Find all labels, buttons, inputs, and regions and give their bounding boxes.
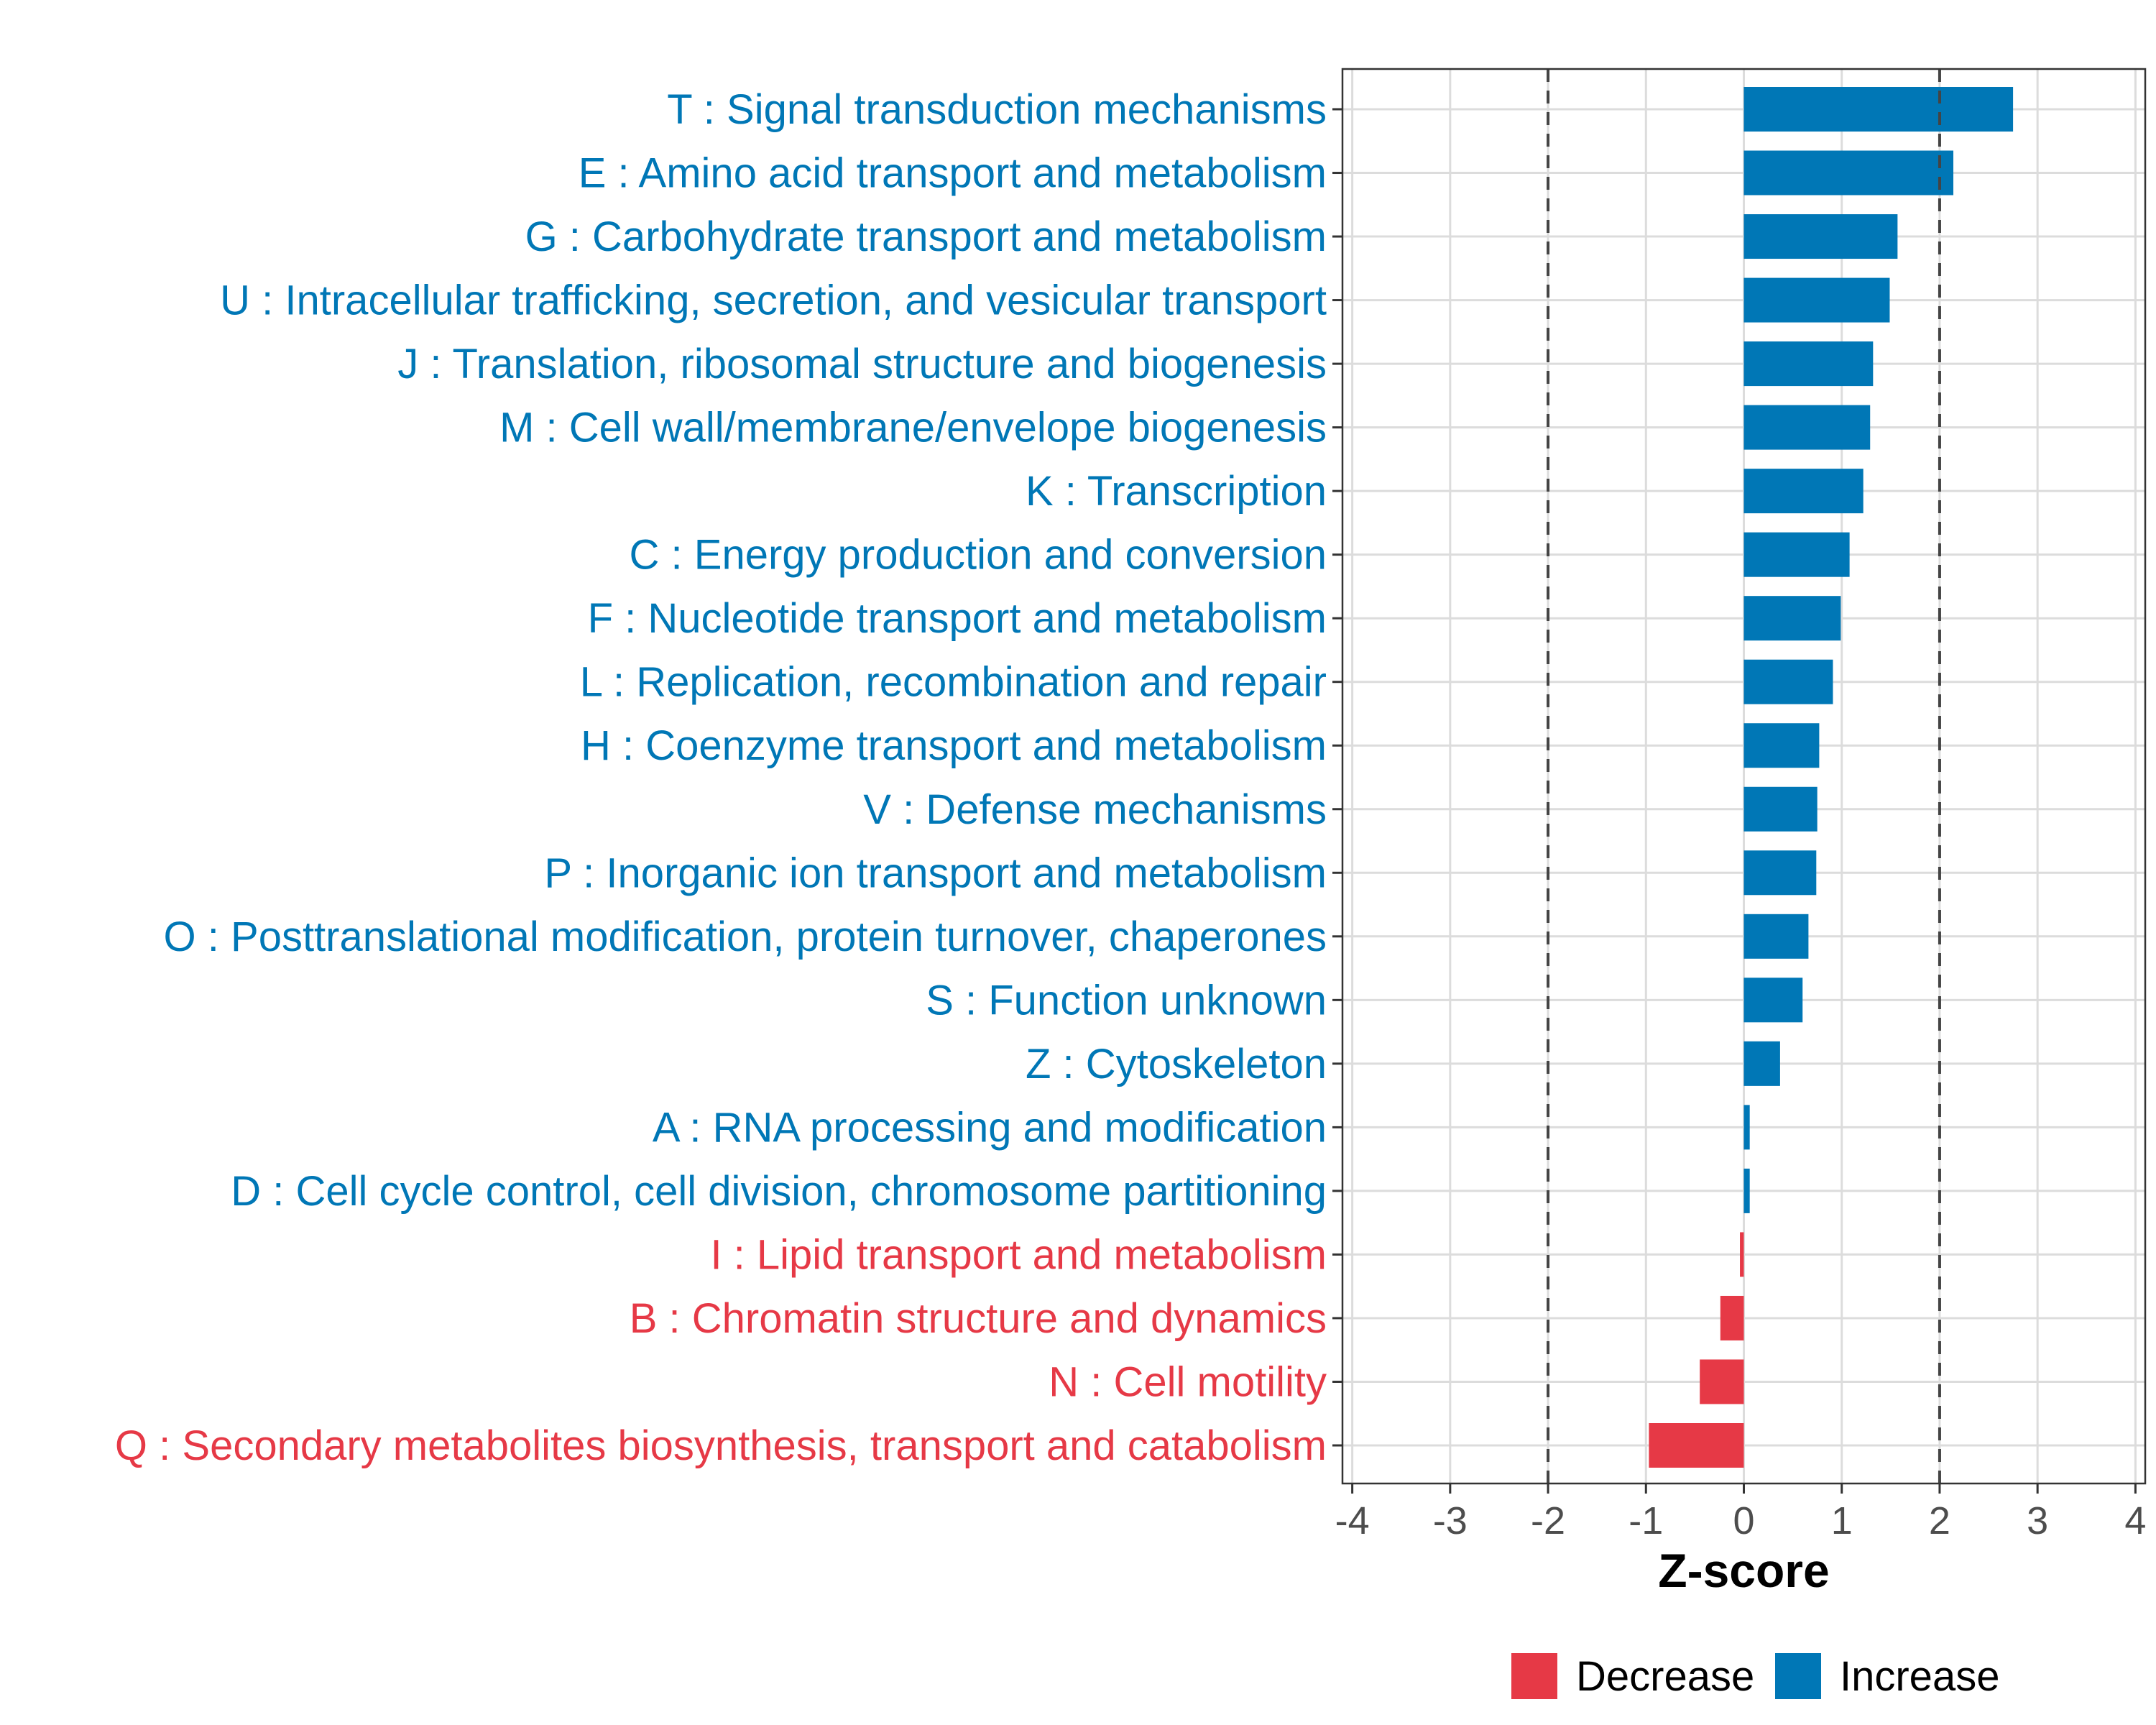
category-label: Q : Secondary metabolites biosynthesis, …	[115, 1422, 1327, 1469]
bar	[1743, 405, 1871, 450]
x-tick-label: 1	[1831, 1499, 1853, 1542]
category-label: I : Lipid transport and metabolism	[710, 1231, 1327, 1278]
category-label: J : Translation, ribosomal structure and…	[397, 341, 1327, 387]
category-label: D : Cell cycle control, cell division, c…	[231, 1168, 1327, 1215]
legend-label: Increase	[1840, 1653, 1999, 1700]
category-label: S : Function unknown	[926, 977, 1327, 1024]
x-tick-label: -1	[1628, 1499, 1663, 1542]
bar	[1743, 1168, 1750, 1213]
category-label: C : Energy production and conversion	[630, 532, 1327, 579]
bar-layer	[1649, 87, 2014, 1468]
category-label: B : Chromatin structure and dynamics	[630, 1295, 1327, 1342]
category-label: A : RNA processing and modification	[653, 1104, 1327, 1151]
category-label: F : Nucleotide transport and metabolism	[588, 595, 1327, 642]
legend-label: Decrease	[1576, 1653, 1754, 1700]
bar	[1743, 469, 1864, 514]
category-label: T : Signal transduction mechanisms	[667, 86, 1327, 133]
category-label: M : Cell wall/membrane/envelope biogenes…	[499, 405, 1327, 451]
x-axis-ticks: -4 -3 -2 -1 0 1 2 3 4	[1335, 1484, 2146, 1542]
bar	[1740, 1232, 1744, 1277]
legend: Decrease Increase	[1511, 1653, 1999, 1700]
bar	[1649, 1423, 1744, 1468]
category-label: U : Intracellular trafficking, secretion…	[220, 277, 1327, 324]
bar	[1700, 1359, 1744, 1404]
y-axis-ticks: T : Signal transduction mechanisms E : Am…	[115, 86, 1342, 1469]
bar	[1743, 341, 1874, 387]
x-tick-label: -3	[1433, 1499, 1468, 1542]
legend-swatch	[1775, 1653, 1821, 1699]
bar	[1743, 1105, 1750, 1150]
bar	[1743, 532, 1850, 577]
bar	[1743, 914, 1809, 959]
x-axis-title: Z-score	[1658, 1544, 1829, 1597]
bar	[1743, 1041, 1780, 1086]
x-tick-label: 4	[2124, 1499, 2146, 1542]
bar	[1743, 277, 1890, 323]
bar	[1743, 723, 1820, 768]
category-label: Z : Cytoskeleton	[1026, 1041, 1327, 1087]
category-label: P : Inorganic ion transport and metaboli…	[544, 850, 1327, 896]
bar	[1743, 786, 1818, 832]
x-tick-label: 3	[2027, 1499, 2048, 1542]
legend-swatch	[1511, 1653, 1557, 1699]
bar	[1743, 850, 1817, 896]
category-label: V : Defense mechanisms	[863, 786, 1327, 833]
bar	[1743, 978, 1803, 1023]
bar	[1720, 1295, 1744, 1340]
category-label: N : Cell motility	[1049, 1358, 1327, 1405]
bar	[1743, 150, 1954, 196]
bar	[1743, 659, 1833, 704]
x-tick-label: 0	[1733, 1499, 1754, 1542]
bar	[1743, 87, 2014, 132]
category-label: O : Posttranslational modification, prot…	[164, 914, 1327, 960]
bar	[1743, 596, 1841, 641]
category-label: K : Transcription	[1026, 468, 1327, 515]
x-tick-label: 2	[1929, 1499, 1950, 1542]
category-label: H : Coenzyme transport and metabolism	[581, 722, 1327, 769]
category-label: L : Replication, recombination and repai…	[580, 659, 1327, 706]
x-tick-label: -4	[1335, 1499, 1370, 1542]
category-label: E : Amino acid transport and metabolism	[579, 150, 1327, 197]
category-label: G : Carbohydrate transport and metabolis…	[525, 213, 1327, 260]
x-tick-label: -2	[1531, 1499, 1565, 1542]
bar	[1743, 214, 1898, 259]
